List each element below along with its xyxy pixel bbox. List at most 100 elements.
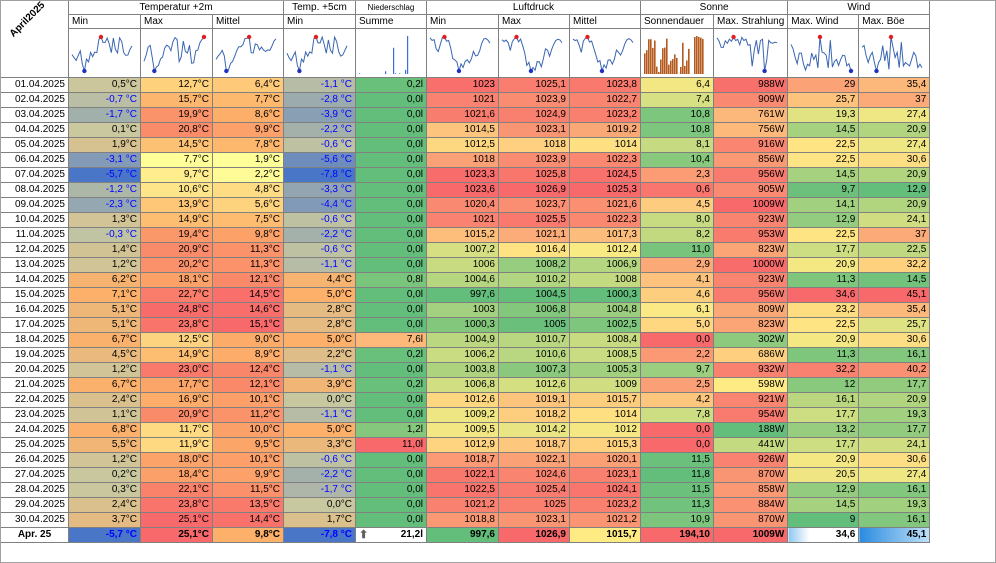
value-cell-pmin: 1021 <box>426 92 499 108</box>
value-cell-tmin: 0,1°C <box>68 122 141 138</box>
value-cell-pmin: 1021,2 <box>426 497 499 513</box>
value-cell-t5: -1,1 °C <box>283 77 356 93</box>
table-row: 30.04.2025 3,7°C 25,1°C 14,4°C 1,7°C 0,0l 1018… <box>0 512 931 528</box>
value-cell-pmin: 1006,2 <box>426 347 499 363</box>
table-row: 27.04.2025 0,2°C 18,4°C 9,9°C -2,2 °C 0,0l 102… <box>0 467 931 483</box>
sparkline-max-dot <box>585 34 590 40</box>
date-cell: 09.04.2025 <box>0 197 69 213</box>
value-cell-tmax: 12,5°C <box>140 332 213 348</box>
value-cell-tmin: 5,1°C <box>68 317 141 333</box>
column-header: Max <box>140 14 213 29</box>
group-header: Sonne <box>639 0 789 15</box>
value-cell-gust: 35,4 <box>858 302 931 318</box>
value-cell-tmean: 14,5°C <box>212 287 284 303</box>
value-cell-tmin: 6,8°C <box>68 422 141 438</box>
table-row: 11.04.2025 -0,3 °C 19,4°C 9,8°C -2,2 °C 0,0l 1… <box>0 227 931 243</box>
column-header: Sonnendauer <box>640 14 714 29</box>
value-cell-tmin: 0,3°C <box>68 482 141 498</box>
summary-row: Apr. 25 -5,7 °C 25,1°C 9,8°C -7,8 °C ⬆ 21,2l 99… <box>0 527 931 543</box>
value-cell-sun: 10,9 <box>640 512 714 528</box>
value-cell-tmax: 14,9°C <box>140 212 213 228</box>
value-cell-tmax: 10,6°C <box>140 182 213 198</box>
sparkline-bar <box>646 50 648 74</box>
value-cell-rain: 0,0l <box>355 122 427 138</box>
value-cell-sun: 0,6 <box>640 182 714 198</box>
sparkline-max-dot <box>313 34 319 40</box>
value-cell-pmin: 1018 <box>426 152 499 168</box>
table-row: 10.04.2025 1,3°C 14,9°C 7,5°C -0,6 °C 0,0l 102… <box>0 212 931 228</box>
value-cell-tmax: 25,1°C <box>140 512 213 528</box>
value-cell-tmean: 9,9°C <box>212 122 284 138</box>
value-cell-t5: -4,4 °C <box>283 197 356 213</box>
sparkline-bar <box>688 48 690 74</box>
sparkline-bar <box>682 42 684 74</box>
table-row: 17.04.2025 5,1°C 23,8°C 15,1°C 2,8°C 0,0l 1000… <box>0 317 931 333</box>
value-cell-pmin: 997,6 <box>426 287 499 303</box>
sparkline-pmin <box>429 34 491 74</box>
value-cell-tmax: 18,0°C <box>140 452 213 468</box>
value-cell-pmean: 1014 <box>569 137 641 153</box>
value-cell-rain: 0,2l <box>355 347 427 363</box>
sparkline-max-dot <box>889 34 894 40</box>
value-cell-pmin: 1009,5 <box>426 422 499 438</box>
value-cell-wind: 32,2 <box>787 362 860 378</box>
value-cell-rain: 0,0l <box>355 362 427 378</box>
column-header: Min <box>68 14 141 29</box>
date-cell: 11.04.2025 <box>0 227 69 243</box>
sparkline-cell <box>858 28 931 78</box>
value-cell-gust: 22,5 <box>858 242 931 258</box>
table-row: 12.04.2025 1,4°C 20,9°C 11,3°C -0,6 °C 0,0l 10… <box>0 242 931 258</box>
value-cell-gust: 20,9 <box>858 197 931 213</box>
value-cell-tmin: -5,7 °C <box>68 167 141 183</box>
value-cell-tmax: 9,7°C <box>140 167 213 183</box>
value-cell-tmin: 2,4°C <box>68 392 141 408</box>
value-cell-sun: 8,0 <box>640 212 714 228</box>
sparkline-cell <box>569 28 641 78</box>
sparkline-bar <box>395 73 397 74</box>
value-cell-sun: 11,0 <box>640 242 714 258</box>
sparkline-cell <box>712 28 789 78</box>
value-cell-sun: 2,3 <box>640 167 714 183</box>
value-cell-rain: 0,0l <box>355 107 427 123</box>
value-cell-tmax: 19,9°C <box>140 107 213 123</box>
value-cell-gust: 40,2 <box>858 362 931 378</box>
value-cell-gust: 16,1 <box>858 512 931 528</box>
value-cell-tmean: 11,2°C <box>212 407 284 423</box>
group-header: Wind <box>787 0 931 15</box>
value-cell-pmean: 1023,2 <box>569 107 641 123</box>
value-cell-tmax: 15,7°C <box>140 92 213 108</box>
table-row: 14.04.2025 6,2°C 18,1°C 12,1°C 4,4°C 0,8l 1004… <box>0 272 931 288</box>
value-cell-pmin: 1004,6 <box>426 272 499 288</box>
value-cell-sun: 11,5 <box>640 452 714 468</box>
value-cell-tmin: 4,5°C <box>68 347 141 363</box>
sparkline-max-dot <box>514 34 519 40</box>
value-cell-tmean: 13,5°C <box>212 497 284 513</box>
value-cell-tmin: -0,7 °C <box>68 92 141 108</box>
sparkline-line <box>71 36 133 72</box>
sparkline-rain <box>359 36 409 74</box>
date-cell: 08.04.2025 <box>0 182 69 198</box>
date-cell: 03.04.2025 <box>0 107 69 123</box>
value-cell-pmean: 1022,7 <box>569 92 641 108</box>
value-cell-pmean: 1000,3 <box>569 287 641 303</box>
value-cell-pmax: 1004,5 <box>498 287 570 303</box>
value-cell-pmax: 1022,1 <box>498 452 570 468</box>
value-cell-rain: 0,2l <box>355 77 427 93</box>
value-cell-wind: 9,7 <box>787 182 860 198</box>
value-cell-rain: 0,0l <box>355 227 427 243</box>
value-cell-pmax: 1025,5 <box>498 212 570 228</box>
value-cell-rad: 905W <box>712 182 789 198</box>
sparkline-bar <box>680 66 682 74</box>
value-cell-pmax: 1005 <box>498 317 570 333</box>
date-cell: 14.04.2025 <box>0 272 69 288</box>
value-cell-tmax: 18,1°C <box>140 272 213 288</box>
value-cell-sun: 0,0 <box>640 437 714 453</box>
value-cell-pmean: 1014 <box>569 407 641 423</box>
value-cell-pmax: 1006,8 <box>498 302 570 318</box>
value-cell-wind: 14,5 <box>787 167 860 183</box>
date-cell: 16.04.2025 <box>0 302 69 318</box>
date-cell: 13.04.2025 <box>0 257 69 273</box>
value-cell-sun: 4,6 <box>640 287 714 303</box>
value-cell-sun: 11,5 <box>640 482 714 498</box>
value-cell-wind: 14,5 <box>787 497 860 513</box>
